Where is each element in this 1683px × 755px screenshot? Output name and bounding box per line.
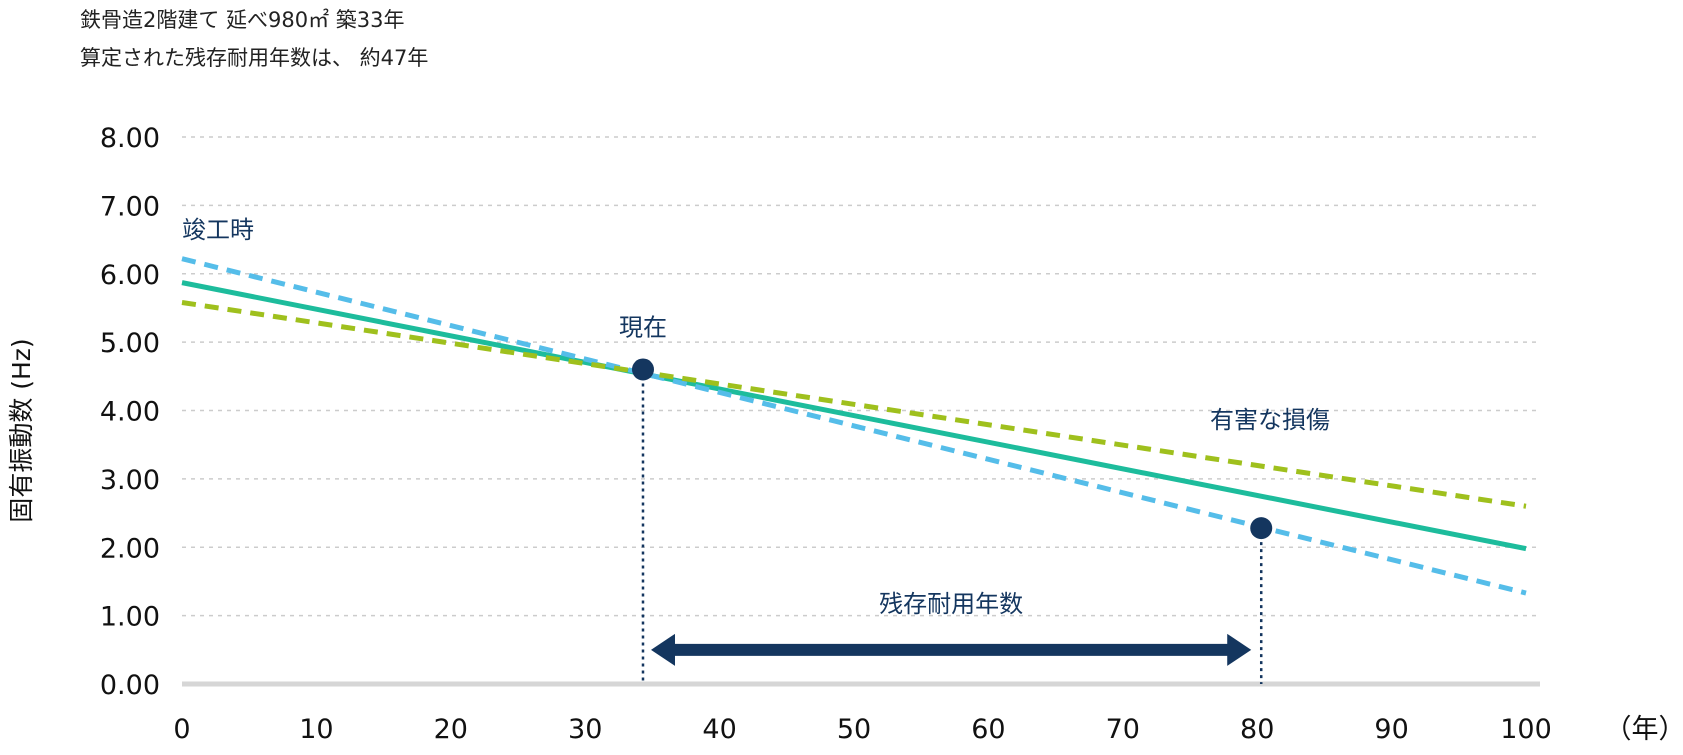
y-tick-label: 7.00 xyxy=(100,191,160,222)
x-tick-label: 100 xyxy=(1500,714,1552,745)
x-tick-label: 40 xyxy=(702,714,736,745)
x-tick-label: 80 xyxy=(1240,714,1274,745)
series-line-3 xyxy=(181,299,1527,509)
marker-point xyxy=(1250,517,1273,540)
series-line-2 xyxy=(181,256,1527,596)
x-tick-label: 0 xyxy=(173,714,190,745)
y-tick-label: 4.00 xyxy=(100,397,160,428)
y-tick-label: 8.00 xyxy=(100,123,160,154)
y-tick-label: 5.00 xyxy=(100,328,160,359)
header-line-2: 算定された残存耐用年数は、 約47年 xyxy=(80,46,429,70)
header-line-1: 鉄骨造2階建て 延べ980㎡ 築33年 xyxy=(80,8,405,32)
x-tick-label: 70 xyxy=(1106,714,1140,745)
x-tick-label: 20 xyxy=(434,714,468,745)
y-tick-label: 3.00 xyxy=(100,465,160,496)
y-tick-label: 2.00 xyxy=(100,533,160,564)
y-tick-label: 1.00 xyxy=(100,602,160,633)
arrow-left-icon xyxy=(650,633,675,666)
marker-label-current: 現在 xyxy=(619,313,667,341)
y-tick-label: 6.00 xyxy=(100,260,160,291)
arrow-right-icon xyxy=(1227,633,1252,666)
y-tick-label: 0.00 xyxy=(100,670,160,701)
x-tick-label: 60 xyxy=(971,714,1005,745)
marker-label-damage: 有害な損傷 xyxy=(1210,406,1330,434)
x-tick-label: 30 xyxy=(568,714,602,745)
x-tick-label: 10 xyxy=(299,714,333,745)
x-axis-label: （年） xyxy=(1605,714,1683,745)
y-axis-label: 固有振動数 (Hz) xyxy=(7,338,36,522)
marker-point xyxy=(631,358,654,381)
start-label: 竣工時 xyxy=(182,216,254,244)
span-label: 残存耐用年数 xyxy=(879,590,1023,618)
series-line-1 xyxy=(181,280,1527,552)
x-tick-label: 90 xyxy=(1374,714,1408,745)
x-tick-label: 50 xyxy=(837,714,871,745)
